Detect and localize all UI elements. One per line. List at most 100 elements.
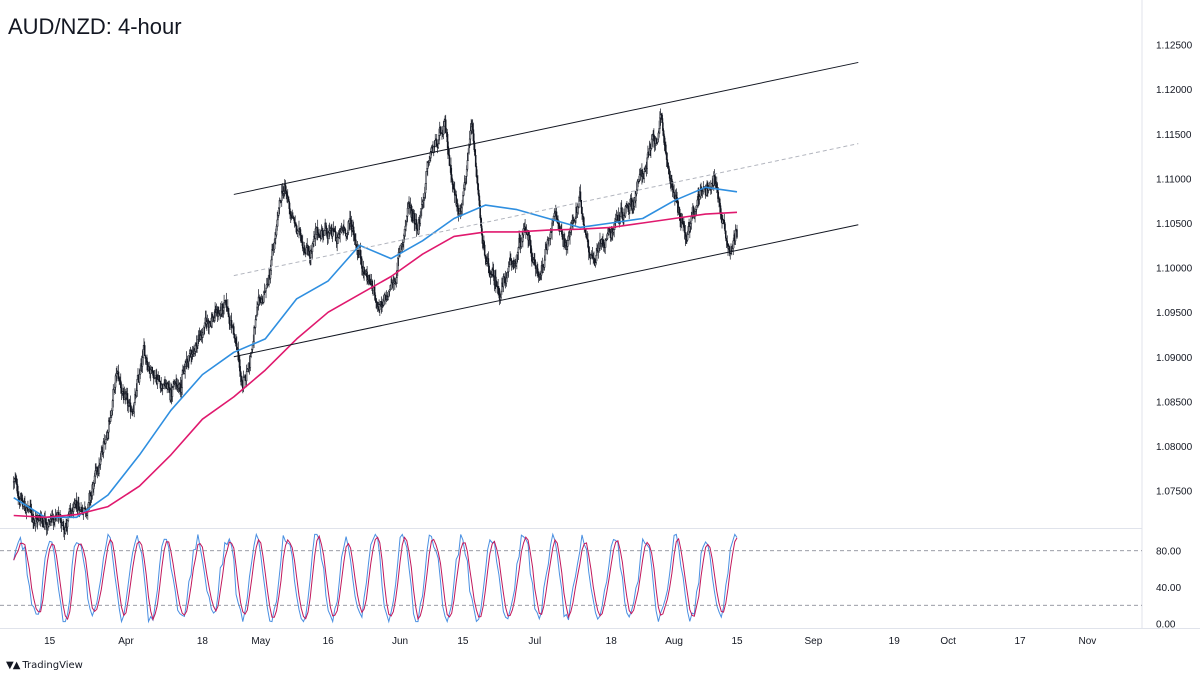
trend-channel[interactable] [233,61,859,358]
candle [730,243,732,255]
candle [186,355,189,368]
candle [133,401,135,418]
candle [553,208,556,221]
time-tick-label: 18 [197,636,209,647]
tradingview-brand[interactable]: ▼▲ TradingView [6,660,83,671]
time-tick-label: 15 [457,636,469,647]
candle [582,216,585,226]
oscillator-tick-label: 80.00 [1156,547,1181,558]
candle [407,201,410,214]
candle [30,503,33,523]
candle [235,334,237,344]
candle [313,230,315,247]
candle [375,297,377,309]
candle [503,273,505,284]
candle [38,513,40,526]
candle [94,463,97,484]
candle [627,202,630,215]
candle [115,367,118,383]
candle [95,463,97,477]
candle [394,277,396,290]
candle [285,186,287,200]
candle [469,123,472,146]
candle [610,226,612,242]
time-tick-label: 19 [889,636,901,647]
price-tick-label: 1.08500 [1156,397,1193,408]
candle [439,125,442,136]
candle [100,445,103,462]
candle [278,197,281,214]
candle [379,303,381,316]
candle [728,245,731,257]
channel-mid-line[interactable] [233,143,859,277]
candle [479,200,481,220]
candle [542,263,544,273]
candle [441,126,443,140]
candle [402,241,404,248]
candle [707,184,710,194]
candle [317,229,320,239]
candle [620,200,623,214]
candle [332,221,335,236]
candle [453,182,456,204]
candle [558,220,561,236]
price-tick-label: 1.12000 [1156,85,1193,96]
candle [237,341,240,363]
oscillator-axis: 80.00 40.00 0.00 [0,547,1181,630]
channel-lower-line[interactable] [233,224,859,358]
candle [346,233,348,239]
time-tick-label: Oct [940,636,956,647]
candle [78,497,80,511]
candle [428,155,431,166]
candle [414,222,416,232]
candle [676,191,678,203]
time-axis[interactable]: 15 Apr 18 May 16 Jun 15 Jul 18 Aug 15 Sep 19 Oct 17 Nov [44,636,1096,647]
candle [57,506,60,524]
candle [483,241,486,257]
candle [343,219,345,234]
candle [423,196,425,208]
candle [507,261,510,278]
candle [424,183,427,199]
candle [534,253,536,267]
candle [476,169,478,185]
candle [447,146,450,156]
channel-upper-line[interactable] [233,61,859,195]
price-axis[interactable]: 1.12500 1.12000 1.11500 1.11000 1.10500 1.100… [1156,41,1193,498]
candle [621,207,624,223]
candle [516,251,519,263]
candle [397,256,399,277]
candle [126,387,129,412]
candle [665,141,667,156]
candle [415,213,418,237]
candle [590,253,592,260]
candle [144,354,147,365]
candle [17,485,19,505]
candle [372,286,374,296]
candle [656,138,659,145]
candle [225,292,228,312]
candle [201,327,204,344]
candle [173,379,175,390]
candle [195,335,198,353]
candle [179,376,182,398]
candle [106,429,109,441]
candle [381,301,383,313]
candle [475,162,478,178]
candle [46,522,49,535]
candle [223,294,225,315]
time-tick-label: 18 [606,636,618,647]
candle [431,144,433,149]
candle [435,134,438,148]
candle [164,376,166,390]
candle [353,230,356,245]
price-tick-label: 1.09500 [1156,308,1193,319]
candle [734,224,737,246]
candle [605,238,607,248]
candle [465,175,467,186]
candle [200,330,202,341]
candle [583,217,585,233]
moving-average-slow [13,211,738,519]
candle [531,248,533,267]
